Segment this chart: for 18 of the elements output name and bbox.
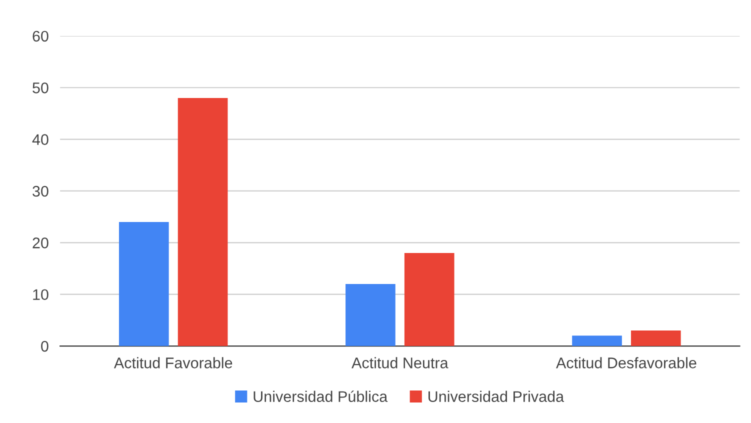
bar [346, 284, 396, 346]
bar [118, 222, 169, 346]
y-tick-label: 50 [32, 82, 48, 94]
y-tick-label: 30 [32, 186, 48, 197]
bar [178, 98, 228, 346]
bar [630, 330, 681, 346]
bar [404, 252, 454, 346]
legend-label: Universidad Pública [254, 390, 388, 402]
y-tick-label: 0 [41, 340, 48, 352]
y-tick-label: 40 [32, 134, 48, 145]
bar [572, 336, 622, 346]
x-tick-label: Actitud Desfavorable [556, 357, 696, 368]
y-tick-label: 60 [32, 30, 48, 42]
x-tick-label: Actitud Favorable [114, 357, 232, 368]
x-tick-label: Actitud Neutra [352, 357, 448, 368]
legend-label: Universidad Privada [428, 390, 564, 402]
y-tick-label: 10 [33, 289, 48, 300]
y-tick-label: 20 [32, 238, 48, 248]
